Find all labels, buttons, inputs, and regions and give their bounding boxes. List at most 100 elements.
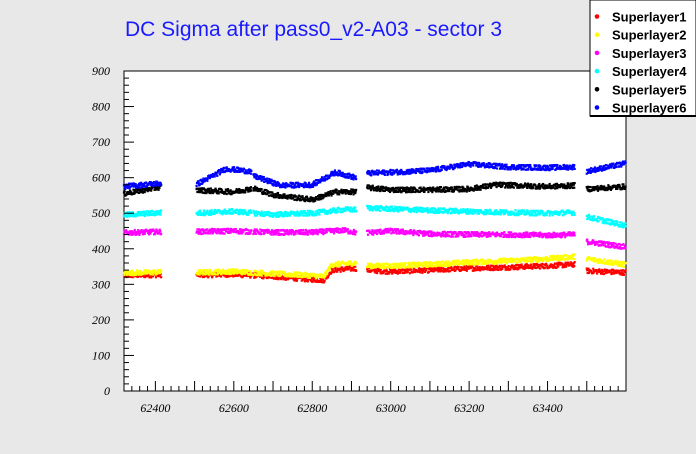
data-point (387, 208, 390, 211)
data-point (413, 261, 416, 264)
data-point (290, 193, 293, 197)
data-point (492, 183, 495, 187)
data-point (147, 233, 151, 236)
data-point (607, 260, 610, 264)
data-point (210, 210, 213, 213)
data-point (303, 274, 306, 277)
data-point (538, 182, 541, 186)
data-point (416, 206, 419, 209)
data-point (396, 269, 399, 273)
data-point (441, 260, 444, 263)
data-point (128, 211, 131, 214)
data-point (492, 269, 495, 272)
data-point (394, 208, 398, 211)
data-point (282, 213, 285, 216)
data-point (260, 276, 264, 280)
data-point (381, 189, 384, 192)
data-point (563, 231, 566, 234)
data-point (531, 214, 534, 217)
data-point (382, 232, 386, 235)
data-point (238, 187, 241, 191)
data-point (467, 263, 470, 266)
data-point (345, 268, 348, 271)
data-point (392, 188, 395, 191)
data-point (214, 187, 217, 190)
data-point (557, 256, 560, 259)
data-point (224, 192, 227, 195)
data-point (206, 269, 209, 272)
data-point (198, 271, 202, 274)
data-point (434, 207, 437, 211)
data-point (156, 212, 159, 216)
data-point (620, 269, 623, 272)
data-point (518, 267, 521, 270)
data-point (241, 275, 244, 278)
data-point (431, 261, 434, 265)
data-point (463, 266, 466, 270)
data-point (450, 208, 453, 211)
data-point (310, 212, 314, 215)
data-point (548, 266, 551, 269)
data-point (602, 240, 606, 244)
data-point (591, 218, 594, 221)
data-point (548, 235, 552, 238)
data-point (410, 230, 413, 233)
data-point (599, 269, 602, 272)
data-point (135, 190, 139, 194)
data-point (473, 185, 477, 188)
data-point (395, 229, 399, 232)
data-point (229, 227, 233, 230)
data-point (275, 277, 278, 281)
data-point (545, 262, 548, 265)
data-point (218, 232, 221, 235)
data-point (299, 212, 302, 215)
data-point (529, 263, 533, 266)
data-point (470, 187, 474, 190)
data-point (534, 266, 537, 270)
data-point (270, 230, 273, 233)
data-point (270, 274, 273, 277)
data-point (375, 265, 378, 269)
data-point (472, 269, 475, 272)
data-point (254, 230, 257, 234)
data-point (556, 263, 559, 266)
data-point (335, 208, 338, 212)
data-point (209, 187, 212, 190)
data-point (238, 210, 241, 213)
data-point (382, 262, 386, 266)
data-point (208, 272, 211, 275)
data-point (618, 247, 621, 250)
data-point (397, 210, 400, 213)
data-point (306, 278, 309, 281)
data-point (339, 262, 342, 265)
data-point (401, 228, 405, 231)
data-point (419, 186, 422, 189)
data-point (250, 211, 253, 215)
data-point (455, 188, 458, 191)
data-point (228, 192, 231, 195)
data-point (517, 263, 520, 267)
data-point (302, 211, 305, 214)
data-point (408, 265, 411, 268)
data-point (315, 276, 318, 279)
data-point (381, 232, 384, 235)
data-point (225, 212, 228, 215)
data-point (313, 229, 316, 232)
data-point (416, 265, 419, 268)
data-point (236, 272, 239, 275)
data-point (519, 232, 522, 235)
data-point (347, 232, 350, 235)
data-point (349, 269, 353, 272)
data-point (561, 256, 565, 259)
data-point (200, 232, 203, 235)
data-point (376, 269, 380, 272)
data-point (504, 186, 507, 189)
data-point (216, 192, 219, 195)
data-point (413, 187, 417, 190)
data-point (433, 189, 436, 192)
data-point (292, 272, 296, 276)
data-point (336, 260, 340, 263)
data-point (386, 206, 389, 209)
data-point (514, 209, 517, 212)
data-point (288, 214, 292, 217)
